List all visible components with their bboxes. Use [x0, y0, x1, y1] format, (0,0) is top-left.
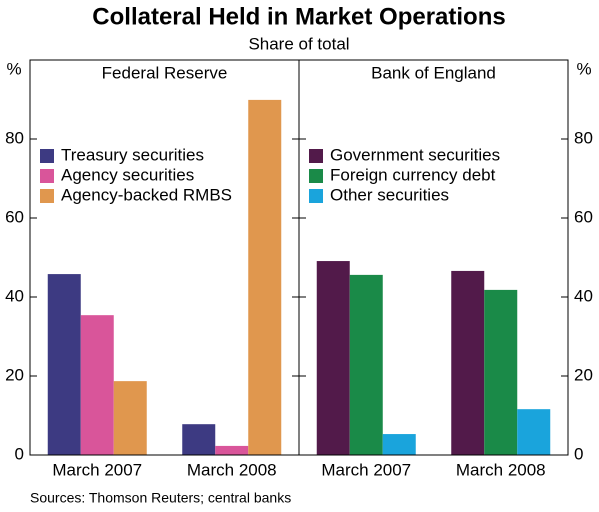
- legend-swatch: [309, 189, 323, 203]
- bar: [382, 434, 416, 455]
- legend-label: Foreign currency debt: [330, 165, 496, 184]
- legend-label: Agency-backed RMBS: [61, 185, 232, 204]
- legend-swatch: [40, 189, 54, 203]
- bar: [215, 445, 249, 455]
- y-tick-label: 40: [5, 286, 24, 305]
- legend-swatch: [309, 169, 323, 183]
- bar: [484, 289, 518, 455]
- panel-title: Bank of England: [371, 63, 496, 82]
- bar: [113, 381, 147, 455]
- y-tick-label: 20: [5, 365, 24, 384]
- x-tick-label: March 2007: [321, 460, 411, 479]
- source-note: Sources: Thomson Reuters; central banks: [30, 490, 291, 506]
- bar: [182, 424, 216, 455]
- y-axis-label: %: [6, 59, 21, 78]
- bar: [80, 315, 114, 455]
- chart-subtitle: Share of total: [248, 34, 349, 53]
- bar: [451, 270, 485, 455]
- legend-label: Other securities: [330, 185, 449, 204]
- y-tick-label: 40: [574, 286, 593, 305]
- legend-swatch: [40, 149, 54, 163]
- y-axis-label: %: [576, 59, 591, 78]
- x-tick-label: March 2008: [187, 460, 277, 479]
- y-tick-label: 80: [574, 128, 593, 147]
- bar: [316, 261, 350, 455]
- bar: [248, 99, 282, 456]
- legend-swatch: [40, 169, 54, 183]
- panel-title: Federal Reserve: [102, 63, 228, 82]
- legend-label: Government securities: [330, 145, 500, 164]
- bar: [517, 409, 551, 455]
- y-tick-label: 80: [5, 128, 24, 147]
- y-tick-label: 0: [574, 444, 583, 463]
- y-tick-label: 60: [574, 207, 593, 226]
- y-tick-label: 60: [5, 207, 24, 226]
- legend-swatch: [309, 149, 323, 163]
- legend-label: Agency securities: [61, 165, 194, 184]
- x-tick-label: March 2007: [52, 460, 142, 479]
- y-tick-label: 20: [574, 365, 593, 384]
- bar: [349, 274, 383, 455]
- x-tick-label: March 2008: [456, 460, 546, 479]
- y-tick-label: 0: [15, 444, 24, 463]
- legend-label: Treasury securities: [61, 145, 204, 164]
- bar: [47, 274, 81, 455]
- chart-title: Collateral Held in Market Operations: [92, 3, 505, 30]
